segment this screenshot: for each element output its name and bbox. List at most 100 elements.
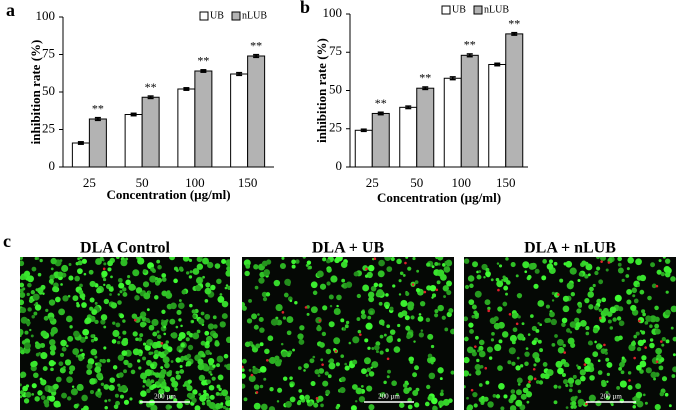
cell xyxy=(598,308,602,312)
cell xyxy=(355,387,363,395)
cell xyxy=(108,286,114,292)
cell xyxy=(474,312,479,317)
cell xyxy=(367,264,375,272)
cell xyxy=(562,343,566,348)
dead-cell xyxy=(585,402,588,406)
cell xyxy=(442,398,450,406)
cell xyxy=(66,396,72,401)
cell xyxy=(42,292,45,295)
cell xyxy=(589,286,594,292)
cell xyxy=(62,295,69,302)
error-bar xyxy=(494,62,501,67)
cell xyxy=(515,365,521,371)
cell xyxy=(672,336,676,342)
cell xyxy=(620,370,625,375)
cell xyxy=(635,258,642,266)
cell xyxy=(365,374,369,377)
cell xyxy=(550,318,557,326)
dead-cell xyxy=(315,397,319,400)
cell xyxy=(659,391,665,397)
cell xyxy=(340,354,345,359)
cell xyxy=(35,288,39,292)
cell xyxy=(607,319,612,324)
cell xyxy=(134,295,140,301)
cell xyxy=(212,332,219,339)
bar xyxy=(177,88,196,168)
dead-cell xyxy=(628,379,631,382)
cell xyxy=(446,311,452,318)
cell xyxy=(661,343,665,347)
cell xyxy=(187,344,194,351)
cell xyxy=(525,391,533,398)
cell xyxy=(534,268,540,274)
significance-label: ** xyxy=(250,38,262,52)
cell xyxy=(289,383,294,388)
cell xyxy=(464,336,469,342)
dead-cell xyxy=(557,293,560,296)
cell xyxy=(79,283,83,288)
cell xyxy=(179,365,183,369)
cell xyxy=(58,361,64,367)
cell xyxy=(269,386,274,392)
cell xyxy=(584,261,589,266)
cell xyxy=(289,299,293,303)
dead-cell xyxy=(497,288,500,292)
cell xyxy=(263,377,267,381)
cell xyxy=(220,402,224,406)
cell xyxy=(177,336,183,342)
cell xyxy=(619,380,627,388)
cell xyxy=(150,363,155,368)
cell xyxy=(157,264,162,270)
dead-cell xyxy=(484,366,488,370)
cell xyxy=(464,370,470,377)
cell xyxy=(194,405,201,410)
cell xyxy=(117,386,124,393)
cell xyxy=(199,257,203,259)
cell xyxy=(599,344,603,348)
cell xyxy=(142,269,147,274)
cell xyxy=(116,340,121,345)
cell xyxy=(50,350,56,356)
dead-cell xyxy=(265,359,269,362)
cell xyxy=(577,365,582,370)
cell xyxy=(606,380,609,384)
cell xyxy=(322,305,328,311)
cell xyxy=(22,287,26,291)
cell xyxy=(371,347,375,350)
cell xyxy=(34,257,38,260)
cell xyxy=(503,394,508,399)
cell xyxy=(340,261,348,268)
dead-cell xyxy=(133,318,137,322)
cell xyxy=(20,260,25,267)
cell xyxy=(565,383,569,388)
dead-cell xyxy=(411,283,415,286)
cell xyxy=(577,389,582,394)
cell xyxy=(627,257,634,264)
cell xyxy=(610,403,614,407)
cell xyxy=(169,318,176,325)
cell xyxy=(24,342,31,350)
cell xyxy=(94,319,99,325)
cell xyxy=(216,355,224,363)
cell xyxy=(485,271,491,277)
cell xyxy=(84,317,92,324)
cell xyxy=(25,391,32,398)
cell xyxy=(161,290,168,297)
cell xyxy=(387,369,392,374)
cell xyxy=(326,267,332,273)
cell xyxy=(259,365,267,373)
cell xyxy=(653,377,656,381)
cell xyxy=(313,402,319,408)
cell xyxy=(641,355,647,361)
cell xyxy=(117,354,124,361)
error-bar xyxy=(405,105,412,110)
cell xyxy=(416,269,420,273)
cell xyxy=(444,327,449,332)
cell xyxy=(609,326,614,330)
cell xyxy=(340,318,345,323)
cell xyxy=(161,309,166,314)
cell xyxy=(570,291,576,297)
cell xyxy=(20,383,22,387)
cell xyxy=(510,394,517,401)
cell xyxy=(412,372,418,378)
